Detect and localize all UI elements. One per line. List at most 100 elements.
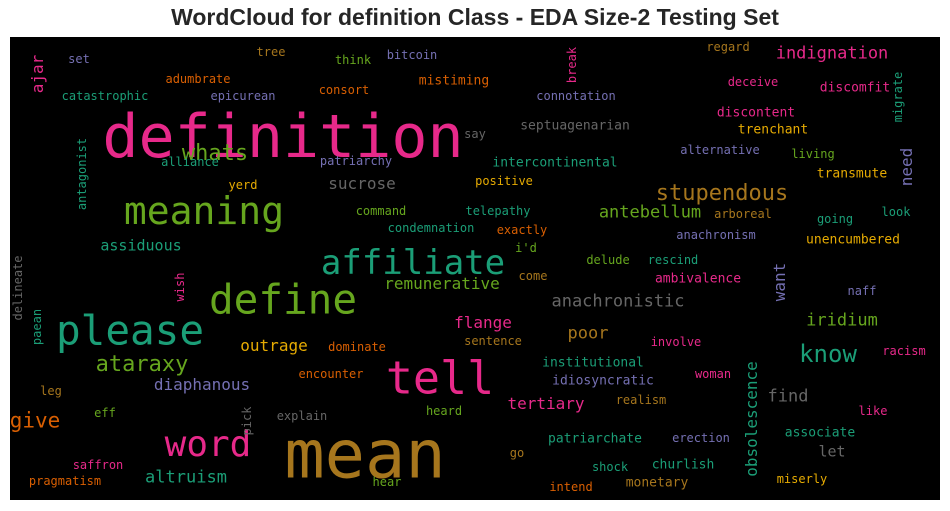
word-alliance: alliance — [161, 155, 219, 169]
word-rescind: rescind — [647, 253, 699, 267]
word-define: define — [208, 275, 358, 324]
word-outrage: outrage — [240, 336, 308, 355]
word-connotation: connotation — [536, 89, 616, 103]
word-need: need — [897, 147, 916, 187]
word-look: look — [881, 205, 911, 219]
word-living: living — [791, 147, 835, 161]
word-institutional: institutional — [542, 355, 644, 371]
word-anachronistic: anachronistic — [551, 291, 685, 312]
word-telepathy: telepathy — [465, 204, 531, 218]
word-ataraxy: ataraxy — [95, 352, 189, 377]
word-mistiming: mistiming — [418, 73, 490, 89]
word-ajar: ajar — [28, 54, 47, 94]
word-consort: consort — [318, 83, 370, 97]
word-naff: naff — [847, 284, 877, 298]
word-shock: shock — [591, 460, 629, 474]
word-command: command — [355, 204, 407, 218]
word-break: break — [565, 46, 579, 84]
word-leg: leg — [40, 384, 62, 398]
word-anachronism: anachronism — [676, 228, 756, 242]
word-yerd: yerd — [228, 178, 258, 192]
word-deceive: deceive — [727, 75, 779, 89]
word-go: go — [509, 446, 525, 460]
word-arboreal: arboreal — [714, 207, 772, 221]
word-discontent: discontent — [716, 105, 796, 121]
word-realism: realism — [615, 393, 667, 407]
word-affiliate: affiliate — [320, 243, 506, 283]
word-indignation: indignation — [775, 43, 889, 64]
word-unencumbered: unencumbered — [806, 232, 900, 248]
word-want: want — [770, 262, 789, 302]
word-diaphanous: diaphanous — [153, 375, 251, 394]
word-woman: woman — [694, 367, 732, 381]
word-wish: wish — [173, 272, 187, 302]
word-flange: flange — [454, 313, 512, 332]
word-eff: eff — [94, 406, 116, 420]
word-ambivalence: ambivalence — [654, 271, 742, 287]
chart-title: WordCloud for definition Class - EDA Siz… — [171, 4, 779, 30]
word-idiosyncratic: idiosyncratic — [552, 373, 654, 389]
word-regard: regard — [706, 40, 750, 54]
word-definition: definition — [102, 102, 464, 172]
word-adumbrate: adumbrate — [165, 72, 231, 86]
word-i-d: i'd — [515, 241, 537, 255]
word-give: give — [10, 408, 61, 433]
word-delude: delude — [586, 253, 630, 267]
word-dominate: dominate — [328, 340, 386, 354]
word-explain: explain — [276, 409, 328, 423]
word-altruism: altruism — [145, 467, 227, 488]
word-meaning: meaning — [123, 189, 285, 233]
word-antagonist: antagonist — [75, 137, 89, 211]
word-pragmatism: pragmatism — [28, 474, 102, 488]
word-erection: erection — [672, 431, 730, 445]
word-pick: pick — [240, 406, 254, 436]
word-please: please — [55, 306, 205, 355]
word-monetary: monetary — [625, 475, 689, 491]
word-bitcoin: bitcoin — [386, 48, 438, 62]
word-heard: heard — [425, 404, 463, 418]
word-intercontinental: intercontinental — [492, 155, 618, 171]
word-tell: tell — [385, 351, 495, 405]
word-encounter: encounter — [298, 367, 364, 381]
word-know: know — [799, 340, 857, 368]
wordcloud-canvas: definition mean tell please define word meanin… — [10, 37, 940, 500]
word-saffron: saffron — [72, 458, 124, 472]
word-discomfit: discomfit — [819, 80, 891, 96]
word-assiduous: assiduous — [100, 236, 182, 255]
word-come: come — [518, 269, 548, 283]
word-patriarchate: patriarchate — [548, 431, 642, 447]
word-epicurean: epicurean — [210, 89, 276, 103]
word-mean: mean — [284, 415, 446, 494]
word-catastrophic: catastrophic — [61, 89, 149, 103]
word-condemnation: condemnation — [387, 221, 475, 235]
word-positive: positive — [475, 174, 533, 188]
word-going: going — [816, 212, 854, 226]
word-exactly: exactly — [496, 223, 548, 237]
word-let: let — [818, 442, 846, 461]
word-stupendous: stupendous — [655, 181, 789, 206]
word-tree: tree — [256, 45, 286, 59]
word-involve: involve — [650, 335, 702, 349]
word-delineate: delineate — [11, 255, 25, 321]
word-migrate: migrate — [891, 71, 905, 123]
word-miserly: miserly — [776, 472, 828, 486]
word-septuagenarian: septuagenarian — [520, 118, 630, 134]
word-racism: racism — [882, 344, 926, 358]
word-obsolescence: obsolescence — [742, 361, 761, 477]
word-poor: poor — [567, 323, 609, 344]
word-like: like — [858, 404, 888, 418]
word-sentence: sentence — [464, 334, 522, 348]
word-antebellum: antebellum — [598, 202, 702, 223]
word-churlish: churlish — [651, 457, 715, 473]
word-sucrose: sucrose — [328, 174, 396, 193]
word-trenchant: trenchant — [737, 122, 809, 138]
word-remunerative: remunerative — [384, 274, 500, 293]
word-find: find — [767, 386, 809, 407]
word-word: word — [164, 424, 252, 465]
word-hear: hear — [372, 475, 402, 489]
word-think: think — [334, 53, 372, 67]
word-whats: whats — [181, 141, 249, 166]
word-patriarchy: patriarchy — [319, 154, 393, 168]
word-intend: intend — [549, 480, 593, 494]
word-transmute: transmute — [816, 166, 888, 182]
